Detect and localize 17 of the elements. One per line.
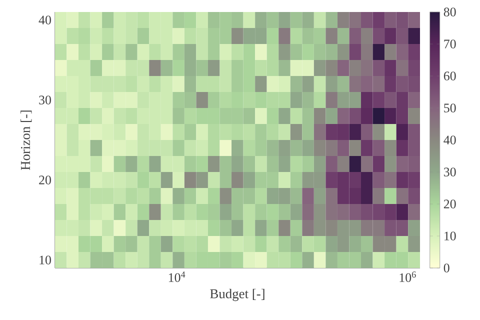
color-bar-label: 50 [444,104,456,112]
color-bar-label: 20 [444,200,456,208]
color-bar-label: 70 [444,40,456,48]
color-bar-label: 10 [444,232,456,240]
color-bar-label: 0 [444,264,450,272]
color-bar-label: 80 [444,8,456,16]
x-tick-label: 10$^{4}$ [168,272,186,282]
y-tick-label: 30 [39,96,51,104]
y-tick-label: 20 [39,176,51,184]
x-tick-label: 10$^{6}$ [400,272,416,282]
color-bar-label: 30 [444,168,456,176]
y-axis-title: Horizon [-] [20,110,32,170]
color-bar-label: 60 [444,72,456,80]
x-axis-title: Budget [-] [210,288,264,302]
y-tick-label: 10 [40,256,51,264]
y-tick-label: 40 [38,16,51,24]
color-bar-label: 40 [444,136,456,144]
